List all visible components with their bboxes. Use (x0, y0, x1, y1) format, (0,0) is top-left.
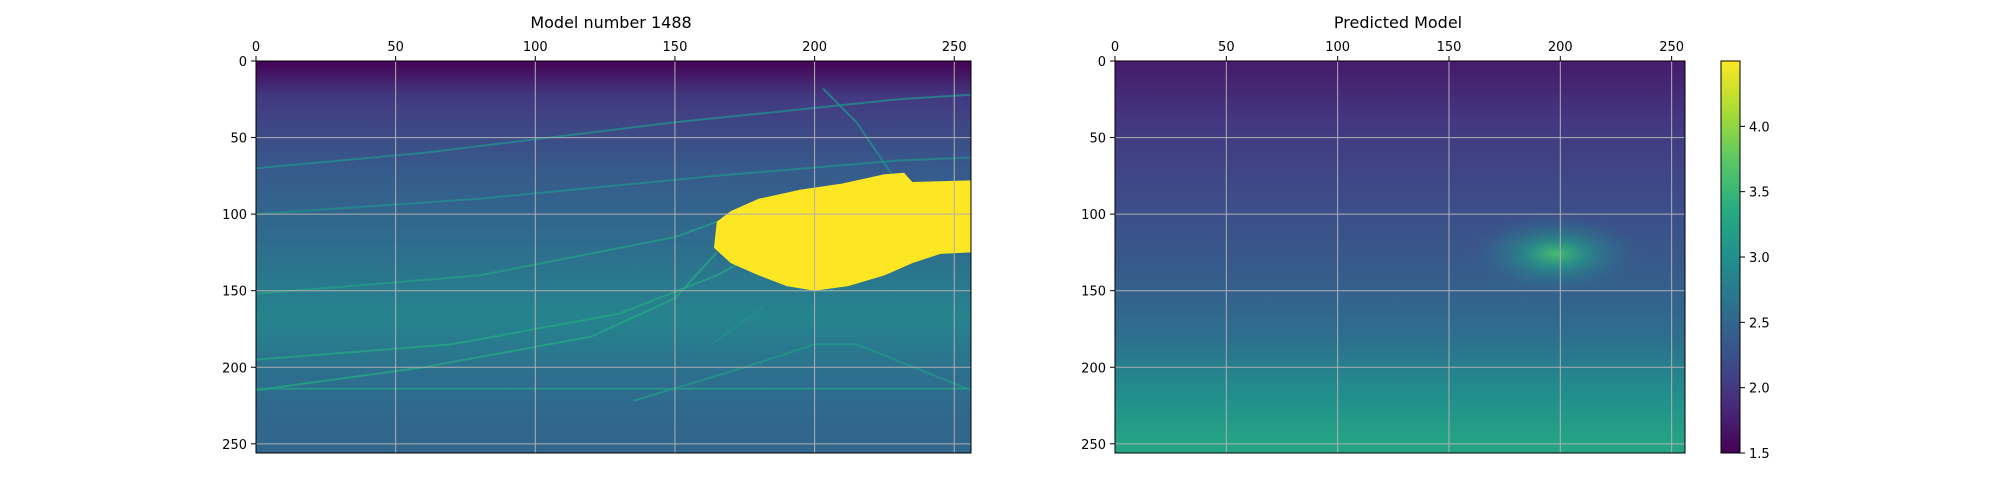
axes-frame (255, 60, 972, 454)
colorbar-tick-label: 3.0 (1749, 251, 1770, 266)
y-tick-label: 50 (230, 132, 247, 147)
bright-spot (1465, 211, 1646, 296)
y-tick-label: 250 (222, 438, 247, 453)
y-tick-label: 0 (239, 55, 247, 70)
y-tick-label: 150 (222, 285, 247, 300)
reflector-line (256, 156, 971, 216)
panel-predicted-model: Predicted Model 0 50 100 150 200 250 0 50 100 150… (1081, 13, 1686, 454)
reflector-line (710, 305, 765, 346)
y-tick-label: 200 (222, 361, 247, 376)
x-tick-label: 50 (1218, 40, 1235, 55)
x-tick-label: 0 (252, 40, 260, 55)
x-tick-label: 250 (942, 40, 967, 55)
y-tick-label: 200 (1081, 361, 1106, 376)
x-tick-label: 50 (387, 40, 404, 55)
x-tick-label: 100 (523, 40, 548, 55)
salt-body (714, 172, 971, 291)
y-tick-label: 250 (1081, 438, 1106, 453)
y-tick-label: 50 (1089, 132, 1106, 147)
x-tick-label: 200 (1548, 40, 1573, 55)
chart-title: Model number 1488 (530, 13, 691, 32)
reflector-line (256, 220, 718, 295)
x-tick-label: 150 (663, 40, 688, 55)
y-tick-label: 150 (1081, 285, 1106, 300)
colorbar-tick-label: 2.5 (1749, 316, 1770, 331)
panel-true-model: Model number 1488 0 50 100 150 200 250 0 50 100 1… (222, 13, 972, 454)
heatmap-image (256, 61, 971, 453)
reflector-line (256, 259, 746, 361)
colorbar-gradient (1721, 61, 1740, 453)
x-tick-label: 0 (1111, 40, 1119, 55)
x-tick-label: 250 (1659, 40, 1684, 55)
reflector-line (256, 251, 718, 392)
x-tick-label: 150 (1437, 40, 1462, 55)
heatmap-image (1115, 61, 1685, 453)
heatmap-area: 0 50 100 150 200 250 0 50 100 150 200 250 (222, 40, 972, 454)
axes-frame (1114, 60, 1686, 454)
chart-title: Predicted Model (1334, 13, 1462, 32)
x-tick-label: 200 (802, 40, 827, 55)
y-tick-label: 100 (1081, 208, 1106, 223)
y-tick-label: 100 (222, 208, 247, 223)
reflector-line (822, 87, 894, 177)
x-tick-label: 100 (1325, 40, 1350, 55)
colorbar: 1.5 2.0 2.5 3.0 3.5 4.0 (1720, 60, 1770, 462)
colorbar-tick-label: 4.0 (1749, 120, 1770, 135)
colorbar-tick-label: 3.5 (1749, 186, 1770, 201)
heatmap-area: 0 50 100 150 200 250 0 50 100 150 200 250 (1081, 40, 1686, 454)
y-tick-label: 0 (1098, 55, 1106, 70)
colorbar-tick-label: 1.5 (1749, 447, 1770, 462)
colorbar-tick-label: 2.0 (1749, 382, 1770, 397)
